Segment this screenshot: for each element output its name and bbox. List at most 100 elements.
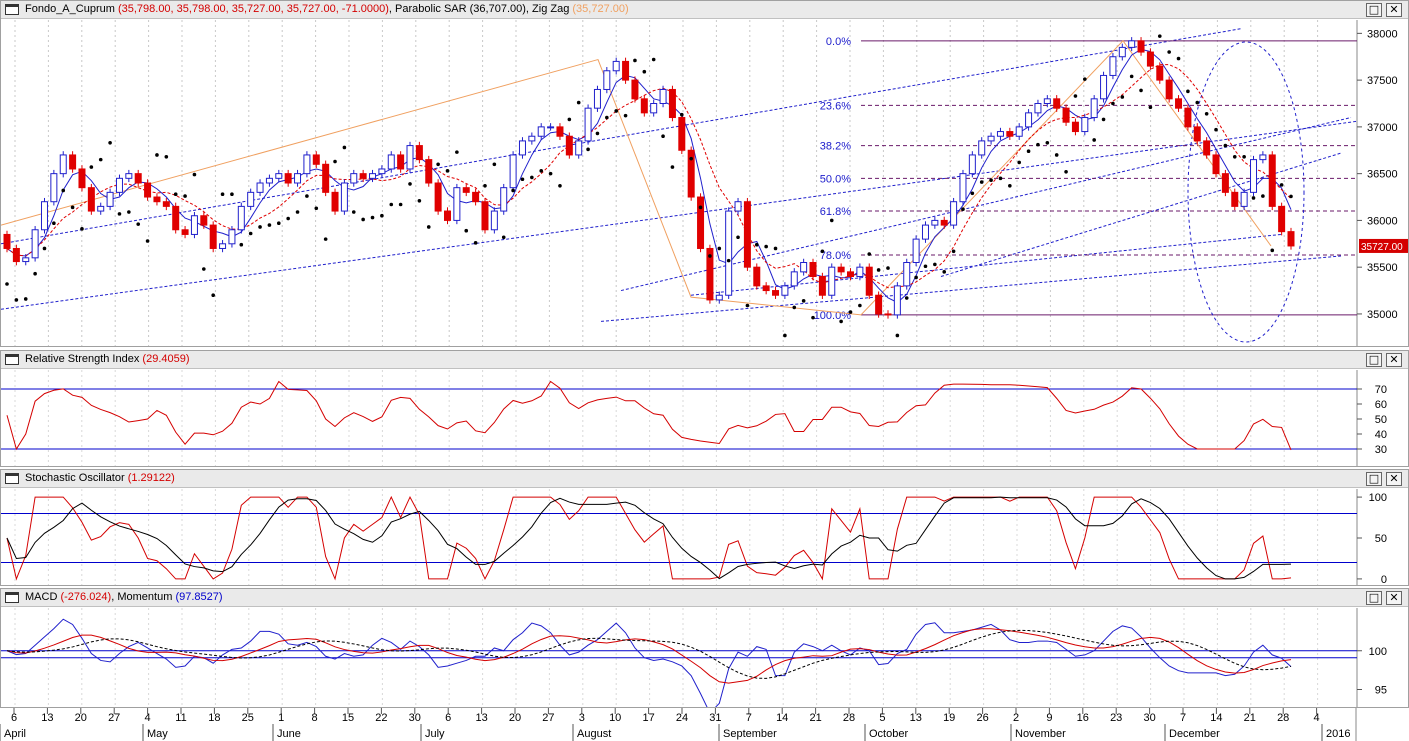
candle-body xyxy=(12,247,20,263)
date-tick-label: 24 xyxy=(676,712,688,724)
sar-dot xyxy=(520,177,525,182)
indicator-tick-label: 70 xyxy=(1375,384,1387,396)
close-button[interactable]: ✕ xyxy=(1386,591,1402,605)
momentum-label: Momentum xyxy=(117,591,173,603)
candle-body xyxy=(584,107,592,142)
candle-body xyxy=(603,70,611,90)
candle-body xyxy=(1250,159,1258,193)
candle-body xyxy=(1062,107,1070,123)
price-panel[interactable]: Fondo_A_Cuprum (35,798.00, 35,798.00, 35… xyxy=(0,0,1409,347)
sar-dot xyxy=(1120,95,1125,99)
maximize-button[interactable]: □ xyxy=(1366,353,1382,367)
month-label: October xyxy=(869,728,908,740)
sar-dot xyxy=(904,296,909,300)
candle-body xyxy=(940,219,948,226)
candle-body xyxy=(1212,154,1220,175)
stochastic-panel[interactable]: Stochastic Oscillator (1.29122) □ ✕ 0 50 1… xyxy=(0,469,1409,586)
sar-dot xyxy=(408,182,412,186)
sar-dot xyxy=(708,254,712,258)
candle-body xyxy=(237,205,245,231)
date-tick-label: 7 xyxy=(1180,712,1186,724)
sar-dot xyxy=(923,264,928,269)
sar-dot xyxy=(764,244,768,249)
candle-body xyxy=(1100,74,1108,100)
candle-body xyxy=(500,187,508,212)
candle-body xyxy=(378,168,386,175)
sar-dot xyxy=(314,206,319,211)
candle-body xyxy=(1137,40,1145,53)
sar-dot xyxy=(136,222,141,226)
date-tick-label: 18 xyxy=(208,712,220,724)
candle-body xyxy=(1193,126,1201,142)
sar-dot xyxy=(970,191,975,196)
indicator-tick-label: 100 xyxy=(1369,492,1387,504)
candle-body xyxy=(87,187,95,212)
sar-dot xyxy=(511,188,515,193)
sar-dot xyxy=(286,216,290,221)
candle-body xyxy=(31,229,39,259)
candle-body xyxy=(837,266,845,273)
close-button[interactable]: ✕ xyxy=(1386,353,1402,367)
candle-body xyxy=(893,285,901,316)
sar-dot xyxy=(1139,88,1143,93)
candle-body xyxy=(528,135,536,142)
sar-dot xyxy=(1167,50,1171,54)
sar-dot xyxy=(558,184,562,188)
sar-dot xyxy=(689,156,693,161)
maximize-button[interactable]: □ xyxy=(1366,3,1382,17)
date-tick-label: 27 xyxy=(542,712,554,724)
candle-body xyxy=(144,182,152,198)
rsi-value: (29.4059) xyxy=(142,353,190,365)
sar-dot xyxy=(1157,34,1162,38)
sar-dot xyxy=(323,237,328,241)
candle-body xyxy=(59,154,67,175)
instrument-name: Fondo_A_Cuprum xyxy=(25,3,115,15)
month-label: May xyxy=(147,728,168,740)
candle-body xyxy=(518,140,526,156)
sar-dot xyxy=(23,297,28,301)
candle-body xyxy=(659,88,667,104)
candle-body xyxy=(640,98,648,114)
maximize-button[interactable]: □ xyxy=(1366,591,1382,605)
highlight-ellipse xyxy=(1187,41,1305,343)
date-tick-label: 28 xyxy=(1277,712,1289,724)
sar-dot xyxy=(61,188,66,193)
candle-body xyxy=(828,266,836,296)
candle-body xyxy=(115,177,123,193)
date-tick-label: 14 xyxy=(1210,712,1222,724)
candle-body xyxy=(715,294,723,301)
close-button[interactable]: ✕ xyxy=(1386,472,1402,486)
macd-label: MACD xyxy=(25,591,58,603)
candle-body xyxy=(1146,51,1154,67)
candle-body xyxy=(912,238,920,263)
fibonacci-level-label: 23.6% xyxy=(820,100,851,112)
sar-dot xyxy=(230,192,234,197)
candle-body xyxy=(50,173,58,203)
candle-body xyxy=(1278,205,1286,233)
sar-indicator-label: Parabolic SAR xyxy=(395,3,467,15)
macd-panel[interactable]: MACD (-276.024), Momentum (97.8527) □ ✕ … xyxy=(0,588,1409,708)
sar-dot xyxy=(736,235,740,240)
last-price-tag xyxy=(1359,238,1408,253)
macd-panel-title: MACD (-276.024), Momentum (97.8527) xyxy=(1,589,1408,607)
candle-body xyxy=(359,173,367,179)
sar-dot xyxy=(305,194,309,198)
sar-dot xyxy=(811,315,815,320)
indicator-tick-label: 60 xyxy=(1375,399,1387,411)
month-label: August xyxy=(577,728,611,740)
zigzag-indicator-label: Zig Zag xyxy=(532,3,570,15)
candle-body xyxy=(865,266,873,296)
sar-dot xyxy=(623,113,628,118)
sar-dot xyxy=(661,134,665,139)
sar-dot xyxy=(80,227,84,231)
rsi-panel[interactable]: Relative Strength Index (29.4059) □ ✕ 30… xyxy=(0,350,1409,467)
candle-body xyxy=(612,60,620,72)
sar-dot xyxy=(858,303,862,308)
sar-dot xyxy=(33,271,37,276)
maximize-button[interactable]: □ xyxy=(1366,472,1382,486)
candle-body xyxy=(959,173,967,203)
sar-dot xyxy=(717,246,722,251)
indicator-tick-label: 50 xyxy=(1375,414,1387,426)
indicator-tick-label: 100 xyxy=(1369,646,1387,658)
close-button[interactable]: ✕ xyxy=(1386,3,1402,17)
